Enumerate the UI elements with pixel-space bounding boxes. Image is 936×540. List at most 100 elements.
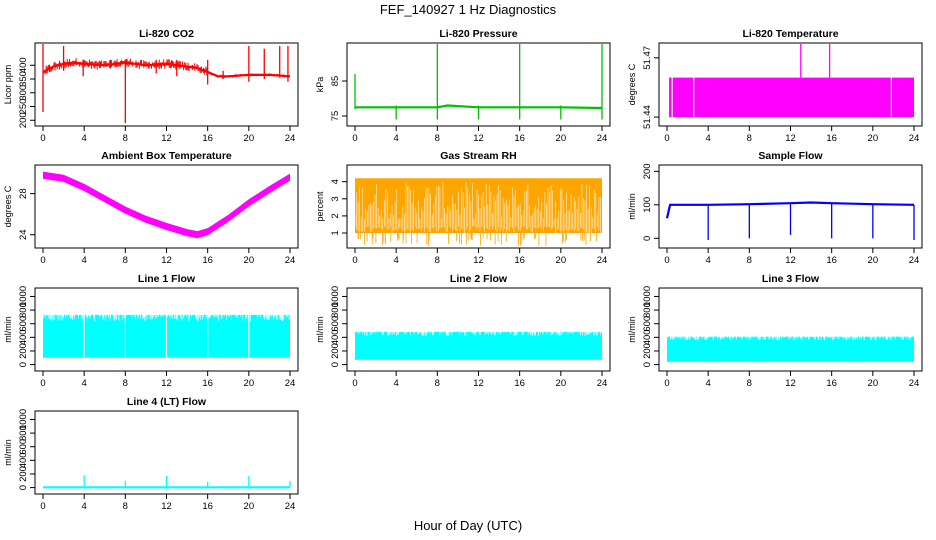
x-tick-label: 8	[123, 378, 128, 389]
x-tick-label: 20	[868, 255, 879, 266]
x-tick-label: 24	[597, 133, 608, 144]
panel-title: Sample Flow	[758, 150, 823, 162]
panel-line-1-flow: Line 1 Flow ml/min 0 4 8 12 16 20 24 0 20040060080…	[3, 273, 299, 389]
x-tick-label: 8	[435, 378, 440, 389]
y-axis-label: ml/min	[627, 316, 637, 343]
x-tick-label: 8	[123, 501, 128, 512]
x-tick-label: 24	[597, 378, 608, 389]
x-tick-label: 20	[244, 501, 255, 512]
x-tick-label: 0	[352, 378, 357, 389]
y-tick-label: 4	[330, 179, 341, 184]
x-tick-label: 4	[394, 378, 399, 389]
y-tick-label: 85	[330, 76, 341, 87]
y-axis-label: degrees C	[627, 63, 637, 105]
y-tick-label: 800	[18, 302, 29, 318]
panel-title: Gas Stream RH	[440, 150, 516, 162]
y-axis-label: degrees C	[3, 185, 13, 227]
y-tick-label: 350	[18, 71, 29, 87]
data-layer	[354, 44, 603, 120]
data-layer	[42, 171, 291, 239]
x-tick-label: 16	[202, 255, 213, 266]
x-tick-label: 16	[202, 133, 213, 144]
x-tick-label: 12	[473, 378, 484, 389]
panel-title: Line 3 Flow	[762, 273, 820, 285]
panel-line-3-flow: Line 3 Flow ml/min 0 4 8 12 16 20 24 0 20040060080…	[627, 273, 923, 389]
y-axis-label: ml/min	[627, 193, 637, 220]
x-axis-title: Hour of Day (UTC)	[413, 518, 523, 533]
x-tick-label: 0	[352, 255, 357, 266]
x-tick-label: 24	[909, 255, 920, 266]
x-tick-label: 24	[285, 133, 296, 144]
y-tick-label: 600	[330, 316, 341, 332]
x-tick-label: 4	[82, 255, 87, 266]
x-tick-label: 12	[161, 133, 172, 144]
x-tick-label: 16	[826, 133, 837, 144]
x-tick-label: 16	[514, 378, 525, 389]
y-axis-label: ml/min	[3, 439, 13, 466]
x-tick-label: 24	[909, 378, 920, 389]
data-layer	[355, 330, 603, 360]
data-layer	[666, 335, 914, 362]
y-tick-label: 0	[642, 236, 653, 241]
panel-title: Line 1 Flow	[138, 273, 196, 285]
y-axis-label: percent	[315, 191, 325, 222]
x-tick-label: 12	[473, 133, 484, 144]
y-tick-label: 1000	[330, 286, 341, 307]
y-tick-label: 800	[330, 302, 341, 318]
x-tick-label: 8	[123, 133, 128, 144]
y-tick-label: 75	[330, 111, 341, 122]
plot-frame	[34, 42, 299, 127]
y-tick-label: 24	[18, 229, 29, 240]
y-tick-label: 200	[642, 163, 653, 179]
y-tick-label: 400	[18, 57, 29, 73]
x-tick-label: 24	[285, 255, 296, 266]
page-title: FEF_140927 1 Hz Diagnostics	[379, 2, 557, 17]
panel-line-2-flow: Line 2 Flow ml/min 0 4 8 12 16 20 24 0 20040060080…	[315, 273, 611, 389]
y-tick-label: 51.47	[642, 46, 653, 70]
panel-title: Li-820 Pressure	[439, 28, 517, 40]
y-tick-label: 200	[18, 112, 29, 128]
y-tick-label: 1	[330, 230, 341, 235]
data-layer	[354, 178, 602, 247]
data-band	[667, 336, 914, 362]
x-tick-label: 0	[40, 133, 45, 144]
x-tick-label: 16	[514, 255, 525, 266]
x-tick-label: 16	[826, 378, 837, 389]
y-tick-label: 0	[642, 362, 653, 367]
x-tick-label: 8	[747, 133, 752, 144]
y-tick-label: 1000	[18, 286, 29, 307]
y-axis-label: Licor ppm	[3, 65, 13, 105]
x-tick-label: 20	[556, 255, 567, 266]
data-band	[355, 331, 602, 360]
x-tick-label: 12	[473, 255, 484, 266]
x-tick-label: 4	[82, 378, 87, 389]
y-tick-label: 600	[18, 316, 29, 332]
y-axis-label: ml/min	[3, 316, 13, 343]
x-tick-label: 8	[435, 133, 440, 144]
x-tick-label: 20	[244, 378, 255, 389]
y-tick-label: 28	[18, 188, 29, 199]
x-tick-label: 0	[664, 255, 669, 266]
x-tick-label: 8	[747, 378, 752, 389]
x-tick-label: 20	[556, 378, 567, 389]
x-tick-label: 12	[161, 378, 172, 389]
y-tick-label: 400	[330, 329, 341, 345]
x-tick-label: 0	[664, 133, 669, 144]
panel-title: Li-820 CO2	[139, 28, 194, 40]
x-tick-label: 8	[747, 255, 752, 266]
x-tick-label: 12	[161, 501, 172, 512]
x-tick-label: 4	[706, 255, 711, 266]
x-tick-label: 20	[868, 378, 879, 389]
y-tick-label: 250	[18, 99, 29, 115]
y-tick-label: 200	[330, 343, 341, 359]
data-layer	[43, 313, 290, 358]
x-tick-label: 0	[352, 133, 357, 144]
y-tick-label: 200	[18, 343, 29, 359]
x-tick-label: 24	[909, 133, 920, 144]
x-tick-label: 12	[785, 133, 796, 144]
y-tick-label: 3	[330, 196, 341, 201]
x-tick-label: 4	[394, 255, 399, 266]
x-tick-label: 20	[556, 133, 567, 144]
data-layer	[43, 475, 291, 489]
